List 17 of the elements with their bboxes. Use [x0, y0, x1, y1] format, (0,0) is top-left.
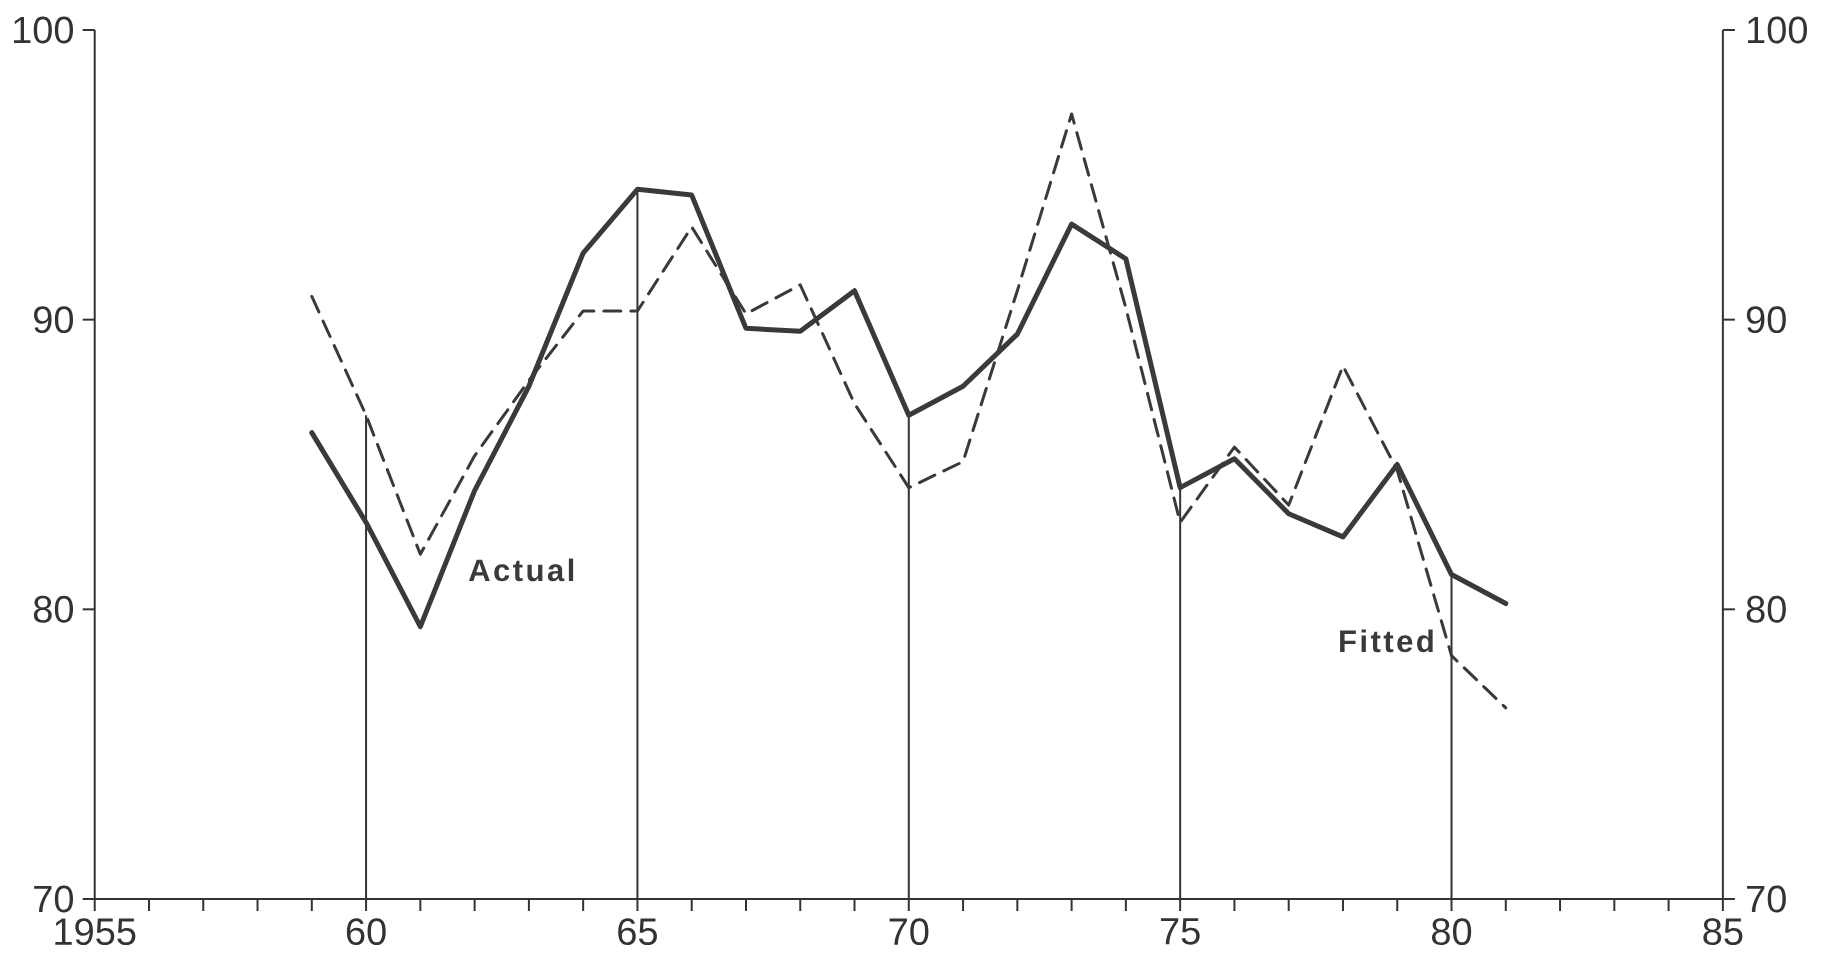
x-tick-label: 75	[1160, 918, 1200, 945]
y2-tick-label: 100	[1747, 16, 1807, 44]
x-tick-label: 1955	[55, 918, 136, 946]
y2-tick-label: 80	[1746, 595, 1786, 623]
x-tick-label: 85	[1703, 918, 1743, 946]
x-tick-label: 80	[1432, 918, 1472, 946]
y-tick-label: 90	[34, 306, 74, 334]
x-tick-label: 60	[346, 918, 386, 946]
y-tick-label: 70	[34, 885, 74, 913]
x-tick-label: 70	[889, 918, 929, 946]
series-label: Actual	[468, 558, 574, 582]
x-tick-label: 65	[618, 918, 657, 946]
y2-tick-label: 90	[1746, 306, 1786, 334]
series-label: Fitted	[1340, 629, 1433, 653]
y2-tick-label: 70	[1747, 885, 1786, 913]
y-tick-label: 100	[14, 16, 74, 44]
y-tick-label: 80	[33, 595, 74, 623]
